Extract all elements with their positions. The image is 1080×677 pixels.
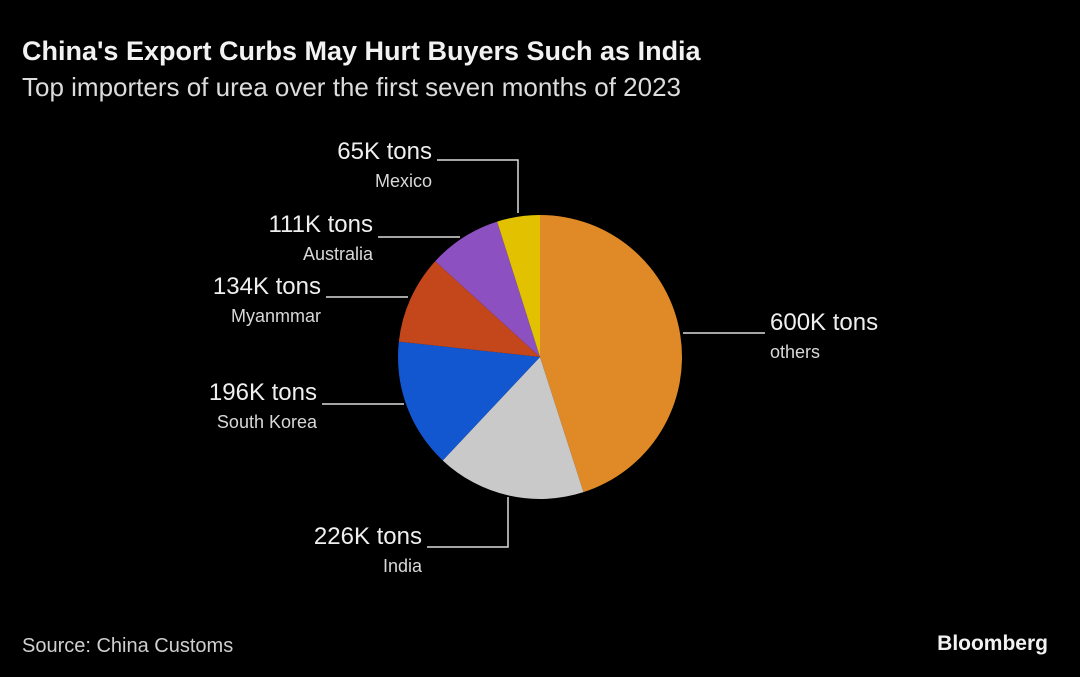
value-label: 196K tons (209, 379, 317, 406)
category-label: others (770, 342, 820, 362)
category-label: Myanmmar (231, 306, 321, 326)
value-label: 111K tons (268, 211, 373, 238)
value-label: 134K tons (213, 273, 321, 300)
category-label: Australia (303, 244, 374, 264)
chart-title: China's Export Curbs May Hurt Buyers Suc… (22, 36, 702, 66)
pie-slice (435, 221, 540, 357)
pie-slice (540, 215, 683, 493)
pie-slice (497, 215, 540, 357)
value-label: 65K tons (337, 138, 432, 165)
brand: Bloomberg (937, 632, 1048, 655)
category-label: Mexico (375, 171, 432, 191)
leader-line (427, 497, 509, 548)
source: Source: China Customs (22, 635, 233, 657)
pie-slice (442, 357, 584, 499)
leader-line (437, 159, 519, 213)
value-label: 226K tons (314, 523, 422, 550)
category-label: South Korea (217, 412, 318, 432)
category-label: India (383, 556, 423, 576)
pie-slice (397, 341, 540, 461)
chart-subtitle: Top importers of urea over the first sev… (22, 72, 681, 102)
pie-slice (398, 261, 540, 357)
value-label: 600K tons (770, 309, 878, 336)
